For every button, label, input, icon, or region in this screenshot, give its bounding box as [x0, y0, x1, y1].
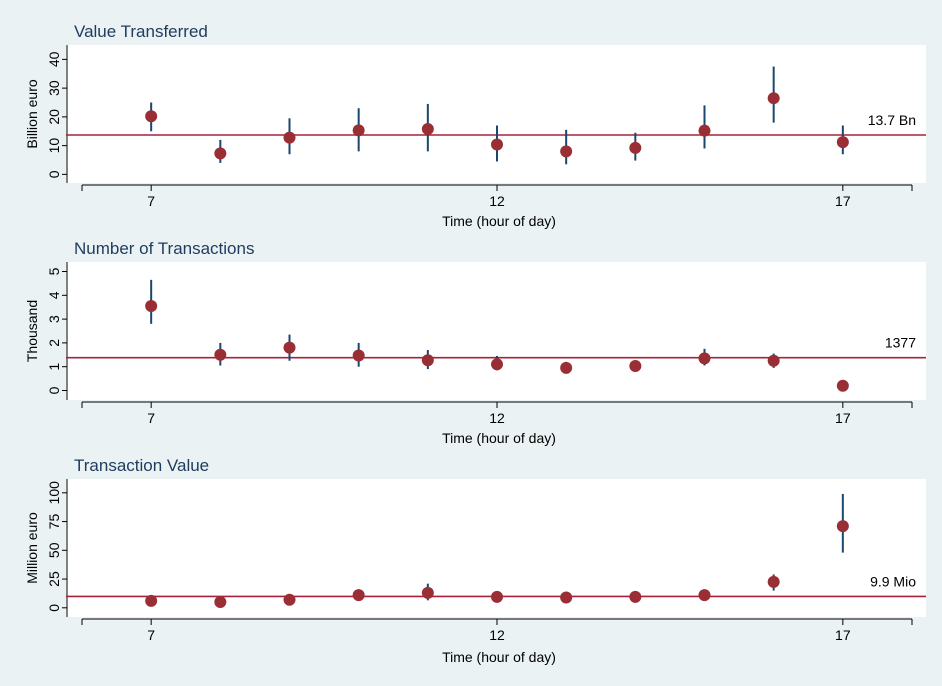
- x-tick-label: 12: [489, 193, 505, 209]
- data-point: [283, 593, 296, 606]
- panel-title: Value Transferred: [74, 22, 208, 41]
- data-point: [698, 589, 711, 602]
- data-point: [145, 110, 158, 123]
- data-point: [560, 361, 573, 374]
- y-tick-label: 50: [46, 542, 62, 558]
- x-axis-title: Time (hour of day): [442, 213, 556, 229]
- y-tick-label: 0: [46, 386, 62, 394]
- data-point: [491, 358, 503, 371]
- data-point: [491, 138, 503, 151]
- reference-line-label: 13.7 Bn: [868, 112, 916, 128]
- plot-area: [66, 262, 926, 400]
- data-point: [767, 354, 780, 367]
- y-tick-label: 0: [46, 604, 62, 612]
- x-axis-title: Time (hour of day): [442, 649, 556, 665]
- x-tick-label: 12: [489, 410, 505, 426]
- y-tick-label: 1: [46, 363, 62, 371]
- y-axis-title: Thousand: [24, 300, 40, 362]
- x-tick-label: 12: [489, 627, 505, 643]
- y-tick-label: 4: [46, 291, 62, 299]
- y-tick-label: 100: [46, 481, 62, 505]
- panel-title: Number of Transactions: [74, 239, 254, 258]
- data-point: [352, 124, 365, 137]
- y-tick-label: 3: [46, 315, 62, 323]
- data-point: [214, 147, 227, 160]
- y-tick-label: 25: [46, 571, 62, 587]
- data-point: [629, 141, 642, 154]
- panel-number-of-transactions: Number of Transactions Thousand Time (ho…: [24, 239, 926, 446]
- y-tick-label: 2: [46, 339, 62, 347]
- data-point: [698, 352, 711, 365]
- data-point: [629, 359, 642, 372]
- y-tick-label: 40: [46, 51, 62, 67]
- x-tick-label: 17: [835, 193, 851, 209]
- data-point: [698, 124, 711, 137]
- data-point: [560, 591, 573, 604]
- data-point: [283, 341, 296, 354]
- panel-title: Transaction Value: [74, 456, 209, 475]
- data-point: [767, 92, 780, 105]
- x-tick-label: 17: [835, 627, 851, 643]
- plot-area: [66, 45, 926, 183]
- data-point: [421, 586, 434, 599]
- data-point: [836, 136, 849, 149]
- y-tick-label: 0: [46, 170, 62, 178]
- data-point: [352, 349, 365, 362]
- x-tick-label: 7: [147, 193, 155, 209]
- data-point: [214, 596, 227, 609]
- data-point: [214, 348, 227, 361]
- data-point: [560, 145, 573, 158]
- x-tick-label: 7: [147, 410, 155, 426]
- x-tick-label: 17: [835, 410, 851, 426]
- data-point: [283, 131, 296, 144]
- data-point: [767, 575, 780, 588]
- data-point: [421, 354, 434, 367]
- data-point: [352, 589, 365, 602]
- x-tick-label: 7: [147, 627, 155, 643]
- reference-line-label: 9.9 Mio: [870, 573, 916, 589]
- y-tick-label: 75: [46, 514, 62, 530]
- y-tick-label: 10: [46, 138, 62, 154]
- y-tick-label: 5: [46, 267, 62, 275]
- data-point: [145, 594, 158, 607]
- y-tick-label: 30: [46, 80, 62, 96]
- reference-line-label: 1377: [885, 335, 916, 351]
- x-axis-title: Time (hour of day): [442, 430, 556, 446]
- data-point: [836, 520, 849, 533]
- y-axis-title: Billion euro: [24, 79, 40, 148]
- panel-transaction-value: Transaction Value Million euro Time (hou…: [24, 456, 926, 665]
- panel-value-transferred: Value Transferred Billion euro Time (hou…: [24, 22, 926, 229]
- data-point: [836, 379, 849, 392]
- data-point: [491, 590, 503, 603]
- data-point: [421, 122, 434, 135]
- y-tick-label: 20: [46, 109, 62, 125]
- y-axis-title: Million euro: [24, 512, 40, 584]
- data-point: [629, 590, 642, 603]
- data-point: [145, 300, 158, 313]
